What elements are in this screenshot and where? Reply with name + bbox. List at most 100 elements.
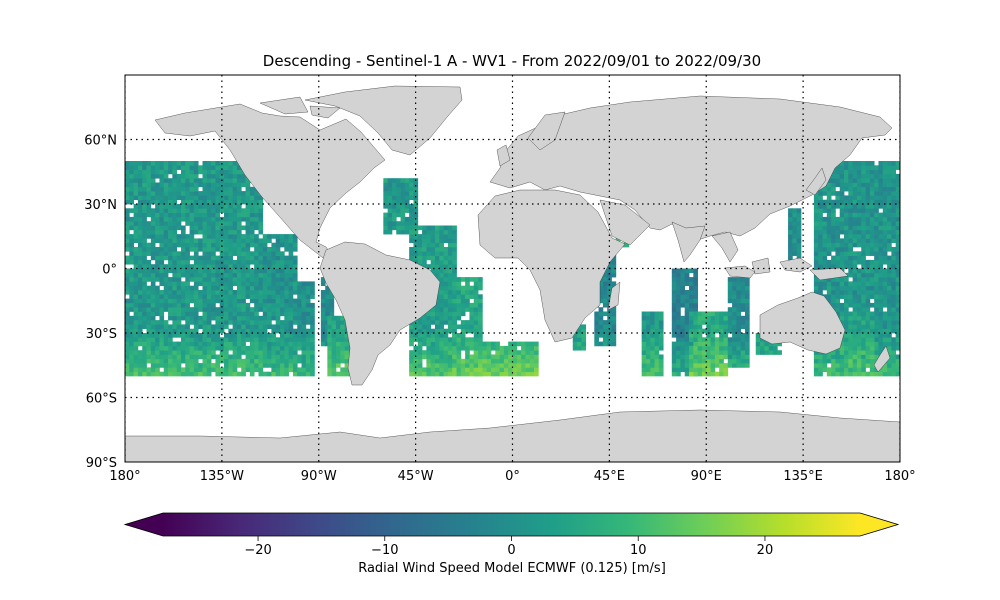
wind-cell: [142, 350, 147, 355]
wind-cell: [473, 367, 479, 373]
wind-cell: [142, 264, 147, 269]
wind-cell: [245, 358, 251, 364]
wind-cell: [856, 320, 862, 325]
wind-cell: [611, 333, 617, 338]
wind-cell: [228, 358, 233, 364]
wind-cell: [125, 169, 130, 175]
wind-cell: [232, 259, 238, 265]
wind-cell: [245, 204, 251, 209]
wind-cell: [732, 350, 737, 355]
wind-cell: [852, 204, 858, 209]
wind-cell: [508, 341, 513, 347]
wind-cell: [267, 290, 272, 295]
wind-cell: [422, 354, 427, 360]
wind-cell: [499, 354, 505, 360]
wind-cell: [288, 367, 294, 373]
wind-cell: [865, 242, 871, 248]
wind-cell: [671, 350, 677, 355]
wind-cell: [280, 358, 285, 364]
wind-cell: [719, 358, 724, 364]
wind-cell: [146, 234, 152, 239]
wind-cell: [163, 285, 169, 291]
wind-cell: [258, 259, 264, 265]
wind-cell: [236, 363, 242, 368]
wind-cell: [835, 298, 841, 304]
wind-cell: [193, 186, 199, 192]
wind-cell: [645, 341, 651, 347]
wind-cell: [396, 225, 401, 231]
wind-cell: [150, 178, 156, 183]
wind-cell: [645, 363, 651, 368]
wind-cell: [826, 298, 832, 304]
wind-cell: [176, 182, 182, 188]
wind-cell: [710, 367, 716, 373]
wind-cell: [736, 290, 742, 295]
wind-cell: [142, 169, 147, 175]
wind-cell: [155, 358, 160, 364]
wind-cell: [400, 221, 406, 226]
wind-cell: [172, 328, 178, 334]
wind-cell: [180, 324, 186, 330]
wind-cell: [320, 341, 326, 347]
wind-cell: [882, 208, 888, 213]
wind-cell: [228, 354, 233, 360]
wind-cell: [284, 238, 289, 244]
wind-cell: [818, 208, 823, 213]
wind-cell: [852, 229, 858, 235]
wind-cell: [245, 281, 251, 287]
wind-cell: [525, 345, 531, 351]
wind-cell: [284, 328, 289, 334]
wind-cell: [417, 242, 423, 248]
wind-cell: [245, 285, 251, 291]
wind-cell: [482, 371, 488, 377]
wind-cell: [189, 199, 195, 205]
wind-cell: [818, 367, 823, 373]
wind-cell: [404, 204, 410, 209]
wind-cell: [684, 272, 690, 278]
wind-cell: [168, 328, 173, 334]
wind-cell: [163, 294, 169, 299]
wind-cell: [641, 354, 647, 360]
wind-cell: [658, 315, 664, 321]
wind-cell: [168, 212, 173, 218]
wind-cell: [826, 264, 832, 269]
wind-cell: [185, 161, 190, 166]
wind-cell: [236, 328, 242, 334]
wind-cell: [215, 371, 221, 377]
wind-cell: [292, 255, 298, 261]
wind-cell: [413, 242, 419, 248]
wind-cell: [714, 354, 720, 360]
wind-cell: [137, 311, 143, 317]
wind-cell: [344, 333, 350, 338]
wind-cell: [490, 363, 496, 368]
wind-cell: [671, 277, 677, 282]
wind-cell: [676, 277, 681, 282]
wind-cell: [869, 208, 875, 213]
wind-cell: [267, 264, 272, 269]
wind-cell: [125, 238, 130, 244]
wind-cell: [865, 212, 871, 218]
wind-cell: [689, 315, 694, 321]
wind-cell: [452, 324, 457, 330]
wind-cell: [443, 259, 449, 265]
wind-cell: [142, 186, 147, 192]
wind-cell: [241, 285, 246, 291]
wind-cell: [254, 350, 259, 355]
wind-cell: [874, 345, 879, 351]
wind-cell: [236, 255, 242, 261]
wind-cell: [224, 285, 229, 291]
wind-cell: [193, 290, 199, 295]
wind-cell: [641, 371, 647, 377]
wind-cell: [478, 281, 483, 287]
wind-cell: [869, 199, 875, 205]
wind-cell: [320, 324, 326, 330]
wind-cell: [284, 294, 289, 299]
wind-cell: [159, 229, 165, 235]
wind-cell: [882, 195, 888, 201]
wind-cell: [168, 247, 173, 252]
wind-cell: [456, 285, 462, 291]
wind-cell: [202, 272, 208, 278]
wind-cell: [189, 290, 195, 295]
wind-cell: [258, 363, 264, 368]
wind-cell: [335, 371, 341, 377]
